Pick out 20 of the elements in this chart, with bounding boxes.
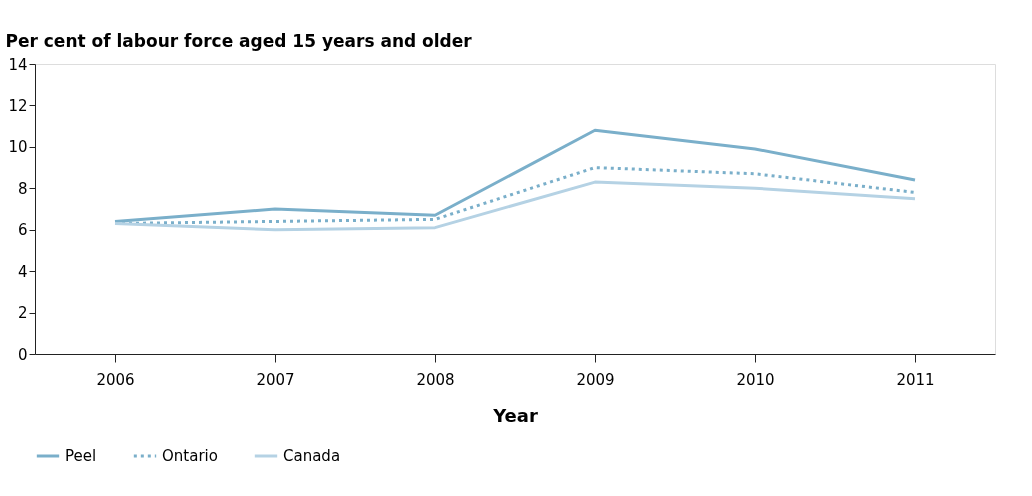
y-tick-label: 10 [8,138,28,157]
x-tick-label: 2008 [416,370,455,389]
x-tick-label: 2007 [256,370,295,389]
y-tick-label: 6 [17,221,28,240]
x-axis-title: Year [492,404,538,426]
y-tick-label: 2 [17,304,28,323]
y-tick-label: 0 [17,345,28,364]
y-tick-label: 12 [8,96,28,115]
legend-label: Canada [283,447,341,465]
legend-label: Ontario [162,447,218,465]
x-tick-label: 2011 [896,370,935,389]
y-axis-title: Per cent of labour force aged 15 years and older [5,30,473,51]
line-series [113,180,917,232]
x-tick-label: 2006 [96,370,135,389]
x-tick-label: 2009 [576,370,615,389]
y-tick-label: 8 [17,179,28,198]
y-tick-label: 4 [17,262,28,281]
x-tick-label: 2010 [736,370,775,389]
legend-label: Peel [65,447,97,465]
y-tick-label: 14 [8,55,28,74]
